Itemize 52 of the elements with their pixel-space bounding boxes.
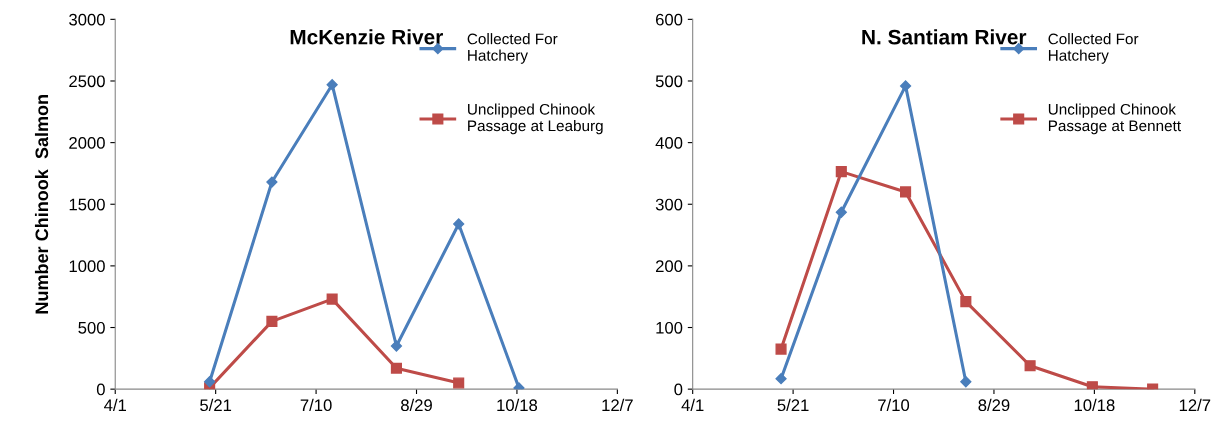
x-tick-label: 5/21 xyxy=(777,398,809,412)
y-tick-label: 200 xyxy=(655,260,683,273)
y-tick-label: 1000 xyxy=(69,260,105,273)
x-tick-label: 12/7 xyxy=(602,398,633,412)
x-tick-label: 7/10 xyxy=(300,398,332,412)
point xyxy=(775,343,787,355)
point xyxy=(266,176,278,188)
x-tick-label: 10/18 xyxy=(497,398,538,412)
x-tick-label: 7/10 xyxy=(878,398,910,412)
x-tick-label: 4/1 xyxy=(681,398,704,412)
point xyxy=(266,315,278,327)
point xyxy=(775,373,787,385)
point xyxy=(204,376,216,388)
chart-title: N. Santiam River xyxy=(862,29,1027,45)
point xyxy=(453,218,465,230)
point xyxy=(900,186,912,198)
point xyxy=(453,377,465,389)
y-axis-title: Number Chinook Salmon xyxy=(34,95,49,314)
point xyxy=(835,206,847,218)
x-tick-label: 5/21 xyxy=(200,398,232,412)
y-tick-label: 500 xyxy=(78,321,105,334)
legend-label: Collected For Hatchery xyxy=(1048,33,1139,64)
chart-title: McKenzie River xyxy=(290,29,443,45)
y-tick-label: 2500 xyxy=(69,75,105,88)
point xyxy=(390,362,402,374)
legend-label: Unclipped Chinook Passage at Bennett xyxy=(1048,103,1181,135)
point xyxy=(1086,381,1098,390)
point xyxy=(390,340,403,352)
point xyxy=(1024,360,1036,372)
y-tick-label: 0 xyxy=(96,383,105,396)
y-tick-label: 100 xyxy=(656,321,683,334)
point xyxy=(835,166,847,178)
y-tick-label: 2000 xyxy=(69,137,105,149)
legend-label: Collected For Hatchery xyxy=(467,33,558,64)
y-tick-label: 500 xyxy=(655,75,683,88)
x-tick-label: 8/29 xyxy=(978,398,1010,412)
point xyxy=(960,296,972,308)
x-tick-label: 4/1 xyxy=(104,398,127,412)
y-tick-label: 3000 xyxy=(69,13,105,26)
x-tick-label: 12/7 xyxy=(1179,398,1211,412)
y-tick-label: 300 xyxy=(655,198,683,211)
point xyxy=(960,376,972,388)
point xyxy=(899,80,912,92)
y-tick-label: 1500 xyxy=(69,198,105,211)
y-tick-label: 400 xyxy=(655,137,683,149)
legend-label: Unclipped Chinook Passage at Leaburg xyxy=(468,103,603,135)
y-tick-label: 600 xyxy=(656,13,683,26)
x-tick-label: 10/18 xyxy=(1074,398,1115,412)
point xyxy=(326,79,338,91)
x-tick-label: 8/29 xyxy=(401,398,432,412)
point xyxy=(326,293,338,305)
y-tick-label: 0 xyxy=(674,383,683,396)
